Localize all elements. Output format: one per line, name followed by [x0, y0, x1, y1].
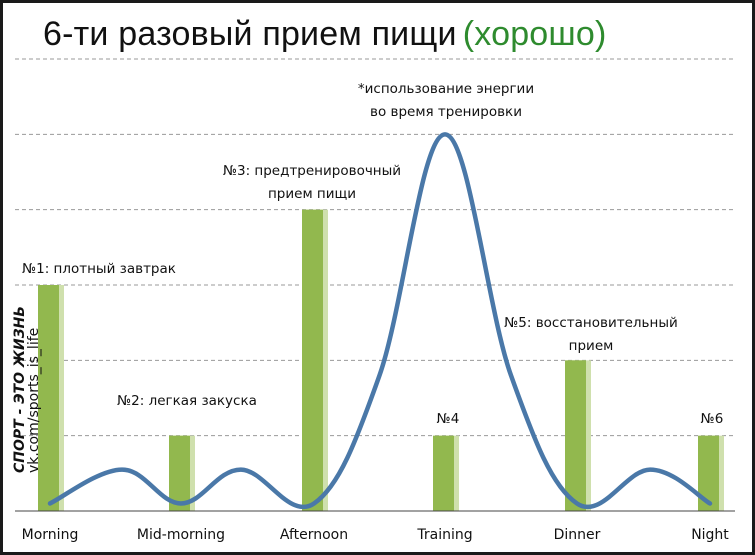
bar: [433, 435, 454, 511]
data-annotation: №6: [701, 411, 724, 427]
x-tick-label: Dinner: [554, 527, 601, 543]
x-tick-label: Training: [416, 527, 472, 543]
watermark-url: vk.com/sports_is_life: [26, 328, 42, 473]
bar: [698, 435, 719, 511]
bar: [169, 435, 190, 511]
x-tick-label: Mid-morning: [137, 527, 225, 543]
data-annotation: прием: [569, 338, 614, 354]
chart-title: 6-ти разовый прием пищи (хорошо): [43, 15, 607, 54]
bar: [38, 285, 59, 511]
title-main: 6-ти разовый прием пищи: [43, 15, 457, 53]
x-tick-label: Morning: [22, 527, 79, 543]
meal-chart: Morning Mid-morning Afternoon Training Dinne…: [12, 58, 735, 543]
x-tick-label: Afternoon: [280, 527, 348, 543]
data-annotation: прием пищи: [268, 186, 356, 202]
data-annotation: №4: [437, 411, 460, 427]
energy-curve: [47, 132, 713, 509]
data-annotation: №5: восстановительный: [504, 315, 678, 331]
data-annotation: №1: плотный завтрак: [22, 261, 176, 277]
data-annotation: *использование энергии: [358, 81, 534, 97]
data-annotation: №2: легкая закуска: [117, 393, 257, 409]
title-accent: (хорошо): [462, 15, 607, 53]
data-annotation: во время тренировки: [370, 104, 522, 120]
data-annotation: №3: предтренировочный: [223, 163, 401, 179]
bar: [565, 360, 586, 511]
x-tick-label: Night: [691, 527, 729, 543]
watermark-title: СПОРТ - ЭТО ЖИЗНЬ: [12, 306, 28, 473]
bar: [302, 209, 323, 511]
